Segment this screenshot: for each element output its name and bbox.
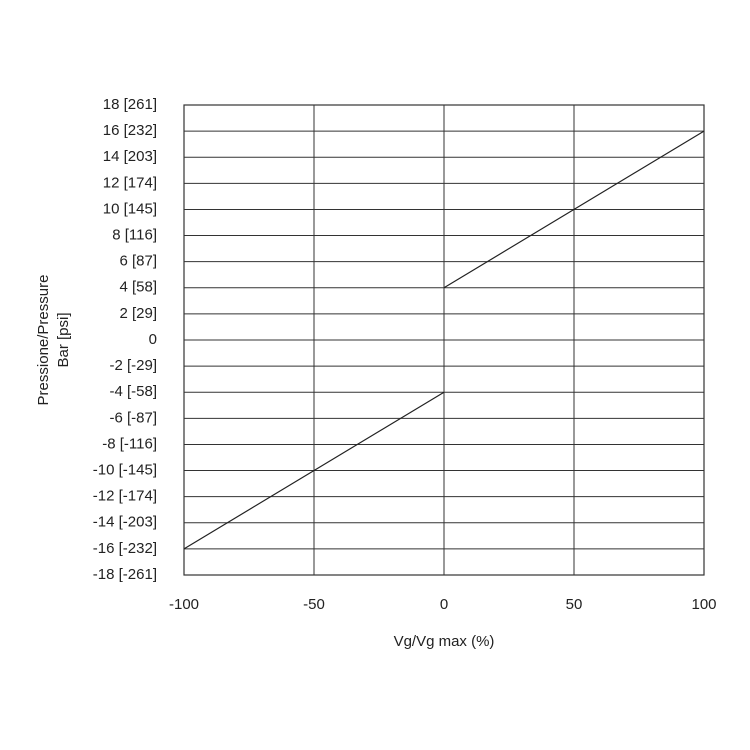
y-tick-label: -12 [-174]	[93, 488, 157, 505]
y-tick-label: -6 [-87]	[109, 409, 157, 426]
x-axis-label: Vg/Vg max (%)	[394, 633, 495, 650]
y-axis-label: Bar [psi]	[55, 312, 72, 367]
y-tick-label: 16 [232]	[103, 122, 157, 139]
x-tick-label: -50	[303, 596, 325, 613]
y-tick-label: -8 [-116]	[102, 435, 157, 452]
y-tick-label: 6 [87]	[119, 253, 157, 270]
y-tick-label: 8 [116]	[112, 227, 157, 244]
x-tick-label: 0	[440, 596, 448, 613]
y-tick-label: 14 [203]	[103, 148, 157, 165]
y-tick-label: -18 [-261]	[93, 566, 157, 583]
x-tick-label: 50	[566, 596, 583, 613]
y-axis-label: Pressione/Pressure	[35, 275, 52, 406]
data-line	[183, 130, 705, 550]
y-tick-label: 0	[149, 331, 157, 348]
y-tick-label: -2 [-29]	[109, 357, 157, 374]
y-tick-label: -10 [-145]	[93, 462, 157, 479]
y-tick-label: -4 [-58]	[109, 383, 157, 400]
y-tick-label: 2 [29]	[119, 305, 157, 322]
x-tick-label: -100	[169, 596, 199, 613]
y-tick-label: 18 [261]	[103, 96, 157, 113]
y-tick-label: -16 [-232]	[93, 540, 157, 557]
y-tick-label: -14 [-203]	[93, 514, 157, 531]
y-tick-label: 4 [58]	[119, 279, 157, 296]
x-tick-label: 100	[691, 596, 716, 613]
y-tick-label: 12 [174]	[103, 174, 157, 191]
plot-frame	[183, 104, 705, 576]
y-tick-label: 10 [145]	[103, 200, 157, 217]
